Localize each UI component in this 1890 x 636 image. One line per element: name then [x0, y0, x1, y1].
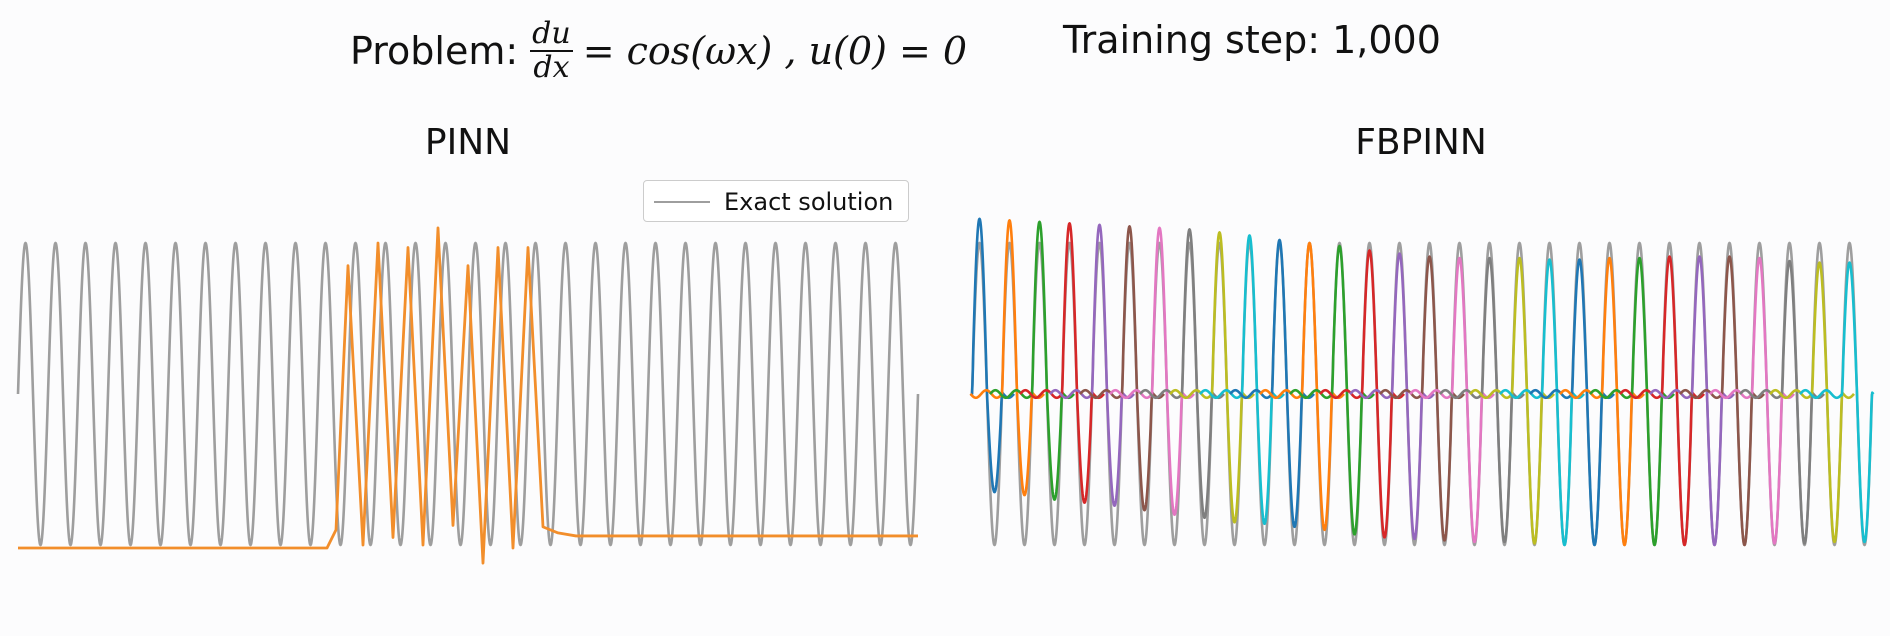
fbpinn-panel-title: FBPINN [1355, 122, 1487, 163]
legend-line-swatch [654, 201, 710, 203]
pinn-legend: Exact solution [643, 180, 909, 222]
fraction-denominator: dx [533, 49, 570, 85]
subdomain-line [1799, 261, 1875, 544]
problem-statement: Problem: du dx = cos(ωx) , u(0) = 0 [350, 18, 967, 83]
exact-solution-line [16, 241, 920, 547]
pinn-prediction-line [18, 226, 918, 565]
fraction-numerator: du [530, 16, 573, 52]
legend-label: Exact solution [724, 188, 894, 216]
pinn-panel-title: PINN [424, 122, 512, 163]
problem-label: Problem: [350, 28, 519, 73]
problem-equation: du dx = cos(ωx) , u(0) = 0 [518, 18, 967, 83]
derivative-fraction: du dx [530, 18, 573, 83]
equation-rhs: = cos(ωx) , u(0) = 0 [582, 28, 968, 73]
training-step-label: Training step: 1,000 [1063, 18, 1441, 62]
